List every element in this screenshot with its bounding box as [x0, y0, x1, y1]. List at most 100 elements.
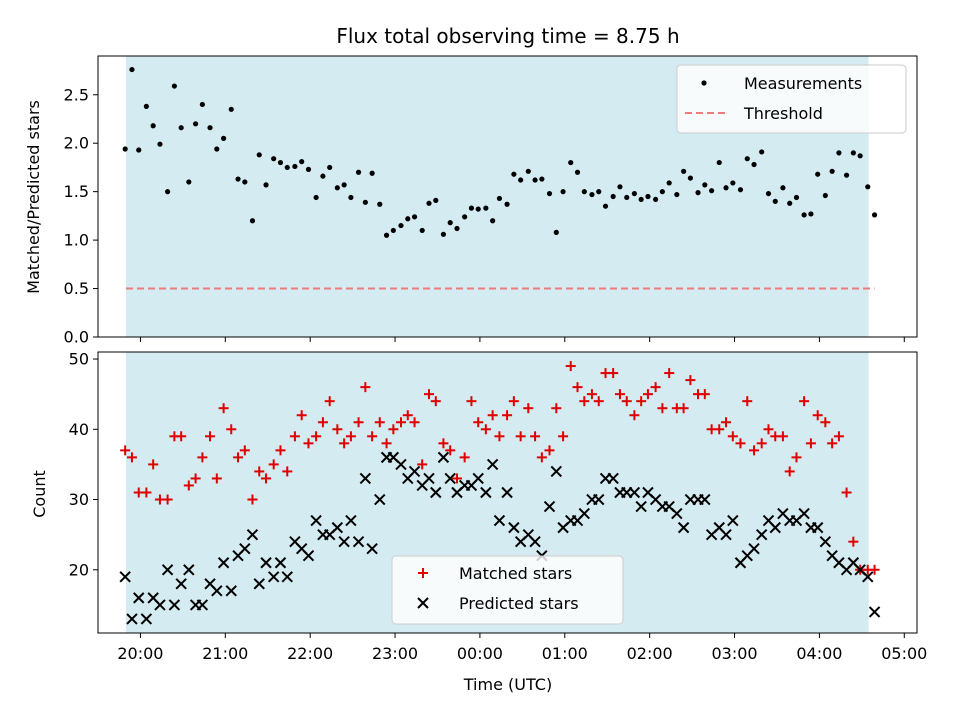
- predicted-star-point: [811, 521, 824, 534]
- predicted-star-point: [628, 486, 641, 499]
- top-y-tick-label: 1.0: [64, 231, 89, 250]
- matched-star-point: [727, 431, 738, 442]
- bottom-x-tick-label: 02:00: [627, 644, 673, 663]
- measurement-point: [674, 191, 680, 198]
- measurement-point: [560, 189, 566, 195]
- bottom-x-tick-label: 21:00: [202, 644, 248, 663]
- predicted-star-point: [501, 486, 513, 499]
- measurement-point: [341, 182, 347, 188]
- measurement-point: [793, 194, 800, 201]
- matched-star-point: [183, 480, 194, 491]
- matched-star-point: [388, 424, 399, 435]
- matched-star-point: [445, 445, 456, 456]
- measurement-point: [801, 212, 807, 218]
- bottom-x-tick-label: 20:00: [117, 644, 163, 663]
- matched-star-point: [636, 396, 647, 407]
- matched-star-point: [438, 438, 449, 449]
- matched-star-point: [714, 424, 725, 435]
- predicted-star-point: [345, 514, 357, 527]
- matched-star-point: [233, 452, 244, 463]
- measurement-point: [871, 212, 878, 218]
- measurement-point: [602, 203, 609, 209]
- top-axes: 0.0 0.5 1.0 1.5 2.0 2.5 Measurements Threshold: [0, 55, 918, 347]
- predicted-star-point: [578, 507, 591, 520]
- matched-star-point: [211, 473, 222, 484]
- matched-star-point: [579, 396, 590, 407]
- legend-predicted-marker: [417, 597, 429, 609]
- matched-star-point: [367, 431, 378, 442]
- measurement-point: [186, 179, 192, 185]
- matched-star-point: [685, 375, 696, 386]
- predicted-star-point: [260, 557, 272, 569]
- measurement-point: [808, 211, 814, 217]
- matched-star-point: [544, 445, 555, 456]
- matched-star-point: [621, 396, 632, 407]
- top-y-axis-label: Matched/Predicted stars: [24, 100, 43, 294]
- measurement-point: [440, 231, 447, 237]
- matched-star-point: [296, 410, 307, 421]
- bottom-y-tick-label: 40: [69, 420, 89, 439]
- top-frame: [97, 55, 918, 338]
- matched-star-point: [197, 452, 208, 463]
- bottom-x-tick-label: 01:00: [542, 644, 588, 663]
- matched-star-point: [254, 466, 265, 477]
- predicted-star-point: [508, 521, 520, 534]
- matched-star-point: [593, 396, 604, 407]
- matched-star-point: [608, 368, 619, 379]
- measurement-point: [723, 185, 729, 191]
- measurement-point: [532, 177, 538, 183]
- measurement-point: [468, 205, 475, 211]
- measurement-point: [581, 189, 587, 195]
- measurement-point: [362, 199, 368, 205]
- measurement-point: [596, 189, 602, 195]
- measurement-point: [433, 197, 439, 203]
- measurement-point: [702, 182, 708, 188]
- matched-star-point: [699, 389, 710, 400]
- predicted-star-point: [862, 571, 874, 583]
- measurement-point: [475, 206, 481, 212]
- measurement-point: [129, 66, 135, 73]
- predicted-star-point: [437, 451, 450, 464]
- predicted-star-point: [486, 458, 499, 471]
- predicted-star-point: [472, 472, 484, 485]
- matched-star-point: [120, 445, 131, 456]
- predicted-star-point: [126, 613, 138, 625]
- measurement-point: [744, 156, 750, 162]
- measurement-point: [787, 200, 793, 206]
- predicted-star-point: [798, 507, 810, 520]
- measurement-point: [334, 185, 340, 191]
- top-y-tick-label: 0.0: [64, 328, 89, 347]
- matched-star-point: [827, 438, 838, 449]
- measurement-point: [348, 194, 354, 201]
- predicted-star-point: [727, 514, 739, 527]
- measurement-point: [207, 125, 213, 131]
- matched-star-point: [247, 494, 258, 505]
- predicted-star-point: [225, 585, 237, 597]
- measurement-point: [0, 196, 3, 201]
- predicted-star-point: [720, 528, 732, 541]
- matched-star-point: [324, 396, 335, 407]
- matched-star-point: [261, 473, 272, 484]
- matched-star-point: [502, 410, 513, 421]
- matched-star-point: [664, 368, 675, 379]
- measurement-point: [462, 214, 468, 220]
- measurement-point: [193, 121, 199, 127]
- measurement-point: [829, 168, 835, 174]
- measurement-point: [772, 198, 778, 204]
- measurement-point: [256, 152, 262, 158]
- matched-star-point: [614, 389, 625, 400]
- matched-star-point: [841, 487, 852, 498]
- measurement-point: [157, 141, 163, 147]
- measurement-point: [815, 171, 821, 177]
- bottom-x-tick-label: 22:00: [287, 644, 333, 663]
- measurement-point: [221, 135, 227, 141]
- predicted-star-point: [281, 571, 293, 583]
- measurement-point: [568, 159, 574, 166]
- predicted-star-point: [374, 493, 386, 506]
- predicted-star-point: [430, 486, 442, 499]
- measurement-point: [313, 194, 319, 201]
- bottom-x-tick-label: 23:00: [372, 644, 418, 663]
- matched-star-point: [848, 536, 859, 547]
- matched-star-point: [508, 396, 519, 407]
- measurement-point: [320, 173, 326, 179]
